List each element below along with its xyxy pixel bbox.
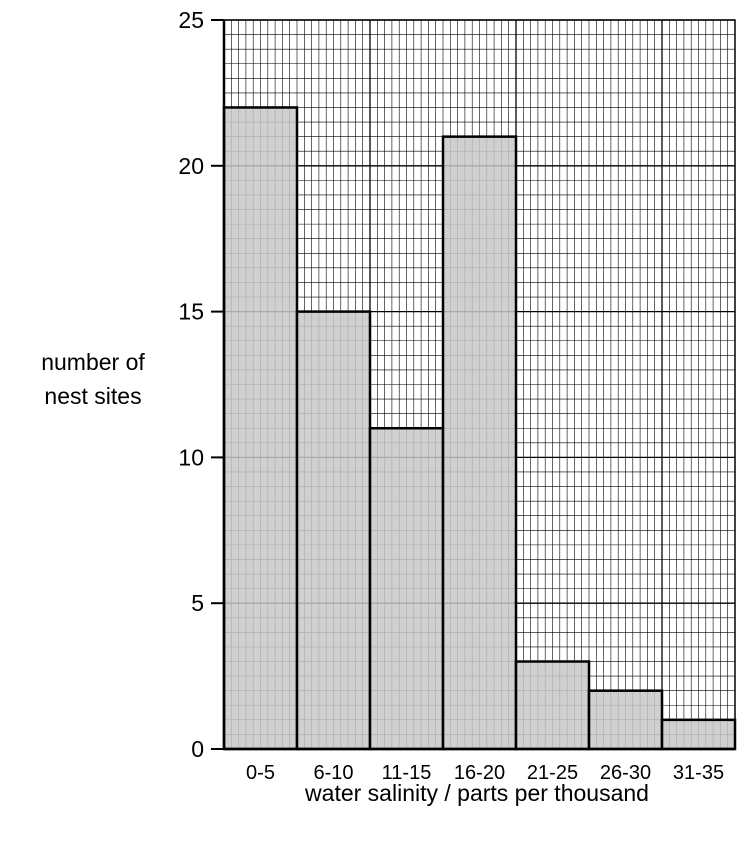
x-category-label: 11-15 bbox=[382, 762, 432, 784]
bar-21-25 bbox=[514, 660, 591, 751]
y-axis-title-line-1: number of bbox=[41, 349, 145, 375]
x-category-label: 16-20 bbox=[454, 762, 505, 784]
bar-31-35 bbox=[660, 718, 737, 751]
bar-26-30 bbox=[587, 689, 664, 751]
y-tick-label: 25 bbox=[178, 7, 204, 33]
x-category-labels: 0-5 6-10 11-15 16-20 21-25 26-30 31-35 bbox=[246, 762, 724, 784]
bar-6-10 bbox=[295, 310, 372, 751]
y-tick-label: 15 bbox=[178, 299, 204, 325]
y-tick-labels: 0 5 10 15 20 25 bbox=[178, 7, 224, 762]
bar-11-15 bbox=[368, 426, 445, 751]
x-category-label: 31-35 bbox=[673, 762, 724, 784]
y-tick-label: 0 bbox=[191, 736, 204, 762]
bar-16-20 bbox=[441, 135, 518, 751]
y-tick-label: 10 bbox=[178, 444, 204, 470]
x-category-label: 21-25 bbox=[527, 762, 578, 784]
x-category-label: 26-30 bbox=[600, 762, 651, 784]
x-axis-title: water salinity / parts per thousand bbox=[304, 780, 649, 806]
x-category-label: 6-10 bbox=[313, 762, 353, 784]
y-axis-title-line-2: nest sites bbox=[44, 383, 141, 409]
x-category-label: 0-5 bbox=[246, 762, 275, 784]
y-tick-label: 5 bbox=[191, 590, 204, 616]
axes bbox=[222, 19, 736, 751]
y-tick-label: 20 bbox=[178, 153, 204, 179]
bar-0-5 bbox=[222, 106, 299, 751]
bars bbox=[222, 106, 737, 751]
